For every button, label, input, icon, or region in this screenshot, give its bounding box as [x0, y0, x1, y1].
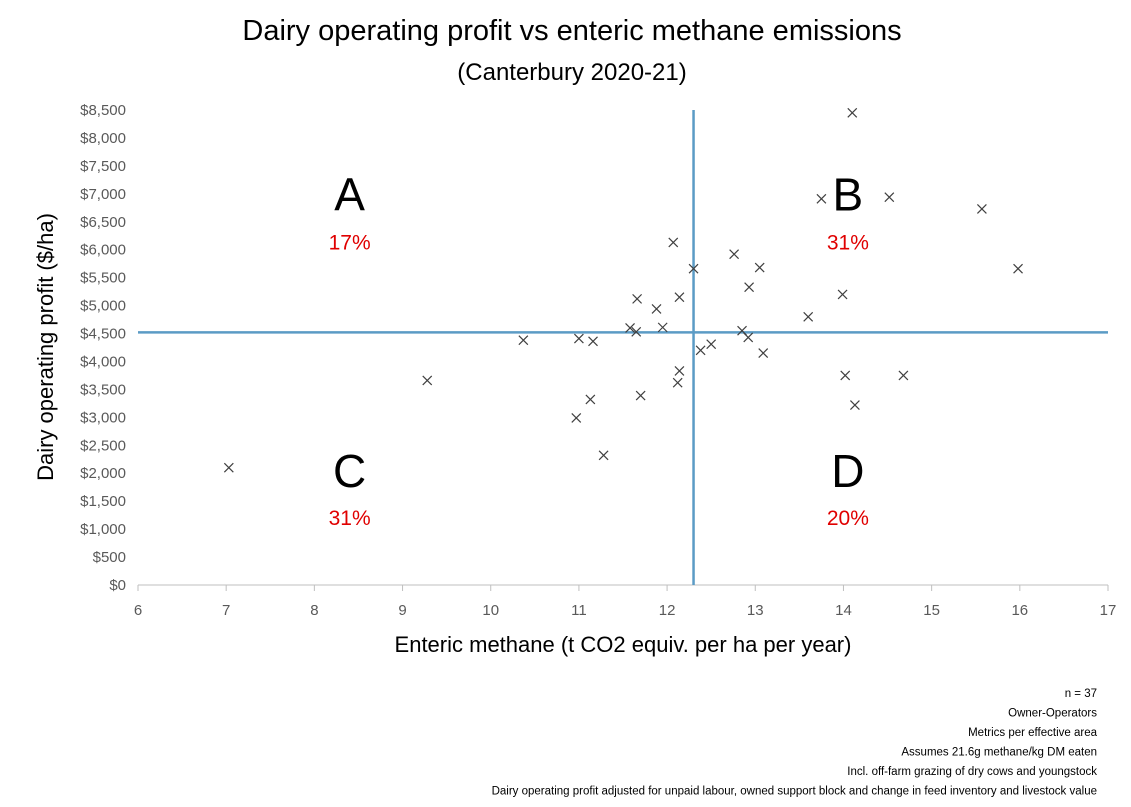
data-point [657, 322, 668, 333]
data-point [744, 282, 755, 293]
data-point [631, 326, 642, 337]
data-point [674, 292, 685, 303]
footnote-line: Metrics per effective area [968, 727, 1098, 739]
reference-lines [138, 110, 1108, 585]
y-tick-label: $2,500 [80, 437, 126, 454]
data-point [518, 335, 529, 346]
y-tick-label: $3,500 [80, 381, 126, 398]
data-point [585, 394, 596, 405]
data-point [849, 400, 860, 410]
footnote-line: n = 37 [1065, 688, 1097, 700]
y-tick-label: $8,500 [80, 102, 126, 119]
data-point [976, 203, 987, 214]
data-point [706, 339, 717, 350]
data-point [571, 412, 582, 423]
y-tick-label: $7,000 [80, 186, 126, 203]
x-tick-label: 17 [1100, 602, 1117, 619]
y-tick-label: $3,000 [80, 409, 126, 426]
x-tick-label: 7 [222, 602, 230, 619]
x-tick-label: 8 [310, 602, 318, 619]
x-axis-ticks [137, 585, 1109, 591]
data-point [847, 107, 858, 118]
y-axis-label: Dairy operating profit ($/ha) [33, 213, 58, 481]
y-tick-label: $1,500 [80, 493, 126, 510]
y-tick-label: $8,000 [80, 130, 126, 147]
data-point [674, 366, 685, 376]
quadrant-letter: A [334, 169, 365, 221]
data-point [573, 333, 584, 344]
footnote-line: Dairy operating profit adjusted for unpa… [492, 786, 1097, 798]
x-tick-label: 12 [659, 602, 676, 619]
data-point [632, 293, 643, 304]
x-tick-label: 10 [482, 602, 499, 619]
data-point [898, 370, 909, 381]
footnote-line: Owner-Operators [1008, 708, 1097, 720]
quadrant-labels: A 17% B 31% C 31% D 20% [329, 169, 869, 531]
data-point [598, 450, 609, 461]
y-tick-label: $0 [109, 577, 126, 594]
data-point [588, 336, 598, 347]
footnotes: n = 37 Owner-Operators Metrics per effecti… [492, 688, 1098, 798]
x-axis-label: Enteric methane (t CO2 equiv. per ha per… [395, 632, 852, 657]
data-point [695, 345, 706, 356]
data-point [651, 304, 662, 314]
x-tick-labels: 6 7 8 9 10 11 12 13 14 15 16 17 [134, 602, 1117, 619]
y-tick-labels: $0 $500 $1,000 $1,500 $2,000 $2,500 $3,000 $3,5… [80, 102, 126, 594]
x-tick-label: 9 [398, 602, 406, 619]
quadrant-letter: C [333, 445, 366, 497]
y-tick-label: $1,000 [80, 521, 126, 538]
y-tick-label: $4,500 [80, 326, 126, 343]
x-tick-label: 6 [134, 602, 142, 619]
x-tick-label: 15 [923, 602, 940, 619]
data-point [840, 370, 851, 381]
data-point [754, 262, 765, 273]
data-point [837, 289, 848, 300]
chart-title: Dairy operating profit vs enteric methan… [242, 15, 901, 47]
y-tick-label: $5,000 [80, 298, 126, 315]
y-tick-label: $6,500 [80, 214, 126, 231]
quadrant-percent: 17% [329, 232, 371, 255]
y-tick-label: $5,500 [80, 270, 126, 287]
data-point [635, 390, 646, 401]
data-point [668, 237, 679, 248]
data-point [1013, 263, 1023, 274]
data-point [729, 249, 740, 260]
data-point [422, 375, 433, 386]
quadrant-percent: 31% [827, 232, 869, 255]
x-tick-label: 14 [835, 602, 852, 619]
y-tick-label: $6,000 [80, 242, 126, 259]
data-point [743, 332, 754, 343]
y-tick-label: $500 [93, 549, 126, 566]
quadrant-percent: 31% [329, 507, 371, 530]
data-point [816, 193, 827, 204]
data-point [672, 377, 683, 388]
y-tick-label: $2,000 [80, 465, 126, 482]
x-tick-label: 11 [571, 602, 587, 619]
data-point [803, 311, 814, 322]
chart-subtitle: (Canterbury 2020-21) [457, 59, 686, 86]
data-point [223, 462, 234, 473]
x-tick-label: 16 [1011, 602, 1028, 619]
data-point [688, 263, 699, 274]
quadrant-percent: 20% [827, 507, 869, 530]
y-tick-label: $4,000 [80, 353, 126, 370]
footnote-line: Assumes 21.6g methane/kg DM eaten [901, 747, 1097, 759]
data-points [223, 107, 1023, 473]
quadrant-letter: B [833, 169, 864, 221]
data-point [625, 323, 635, 333]
y-tick-label: $7,500 [80, 158, 126, 175]
data-point [758, 348, 769, 359]
x-tick-label: 13 [747, 602, 764, 619]
data-point [884, 192, 895, 203]
footnote-line: Incl. off-farm grazing of dry cows and y… [847, 766, 1097, 778]
quadrant-letter: D [831, 445, 864, 497]
